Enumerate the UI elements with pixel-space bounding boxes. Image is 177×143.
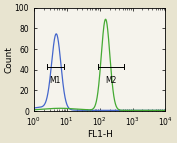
X-axis label: FL1-H: FL1-H [87,130,113,139]
Text: M1: M1 [50,76,61,85]
Y-axis label: Count: Count [4,46,13,73]
Text: M2: M2 [105,76,117,85]
